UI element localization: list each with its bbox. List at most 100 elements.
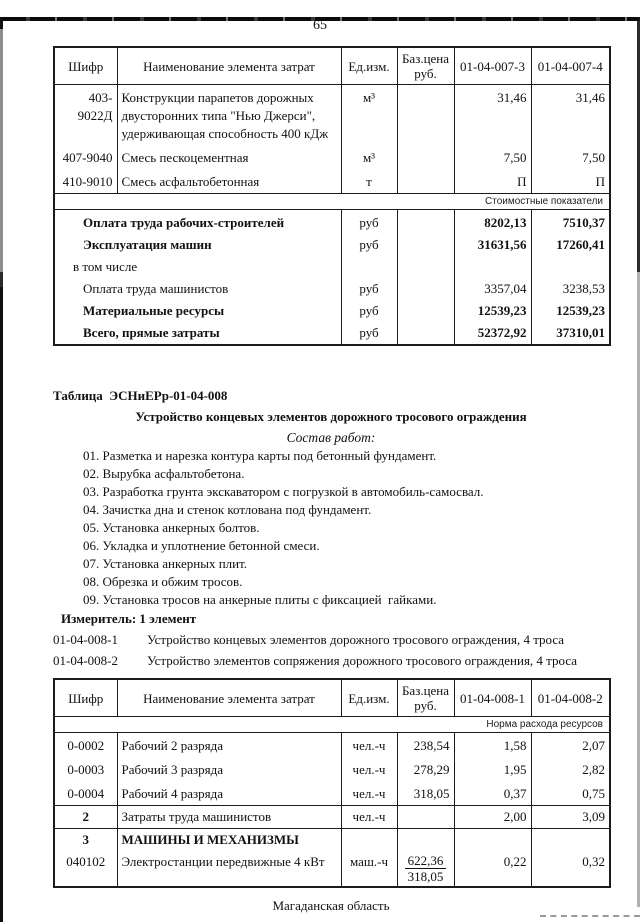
section-title: Устройство концевых элементов дорожного … (135, 409, 527, 424)
table-row: Материальные ресурсы руб 12539,23 12539,… (53, 300, 611, 322)
table-row: Всего, прямые затраты руб 52372,92 37310… (53, 322, 611, 345)
cell-value-1: 7,50 (453, 145, 532, 169)
cell-value-2: 31,46 (530, 84, 611, 145)
col-header-name: Наименование элемента затрат (116, 679, 342, 717)
variant-line: 01-04-008-2 Устройство элементов сопряже… (53, 652, 609, 670)
table-row: 2 Затраты труда машинистов чел.-ч 2,00 3… (53, 805, 611, 829)
work-item: 04. Зачистка дна и стенок котлована под … (83, 502, 372, 517)
cell-unit: м³ (340, 84, 398, 145)
table-01-04-007: Шифр Наименование элемента затрат Ед.изм… (53, 46, 611, 346)
cell-value-2: 7,50 (530, 145, 611, 169)
cell-code: 3 (53, 828, 118, 851)
cell-baseprice (396, 145, 455, 169)
section-label-row: Стоимостные показатели (53, 193, 611, 210)
cell-baseprice: 318,05 (396, 781, 455, 806)
table-row: Эксплуатация машин руб 31631,56 17260,41 (53, 234, 611, 256)
col-header-shifr: Шифр (53, 679, 118, 717)
table-row: 0-0003 Рабочий 3 разряда чел.-ч 278,29 1… (53, 757, 611, 781)
cell-value-2 (530, 256, 611, 278)
cell-baseprice: 278,29 (396, 757, 455, 781)
col-header-unit: Ед.изм. (340, 47, 398, 85)
cell-baseprice (396, 300, 455, 322)
cell-unit (340, 828, 398, 851)
cell-name: Всего, прямые затраты (53, 322, 342, 345)
table-01-04-008: Шифр Наименование элемента затрат Ед.изм… (53, 678, 611, 888)
col-header-008-1: 01-04-008-1 (453, 679, 532, 717)
cell-value-2: 12539,23 (530, 300, 611, 322)
cell-name: Рабочий 2 разряда (116, 732, 342, 757)
region-footer: Магаданская область (272, 898, 390, 913)
table-row: 040102 Электростанции передвижные 4 кВт … (53, 851, 611, 887)
cell-value-2: 3238,53 (530, 278, 611, 300)
cell-name: Рабочий 3 разряда (116, 757, 342, 781)
work-item: 01. Разметка и нарезка контура карты под… (83, 448, 437, 463)
cell-code: 0-0002 (53, 732, 118, 757)
cell-value-1 (453, 828, 532, 851)
cell-baseprice (396, 805, 455, 829)
cell-unit (340, 256, 398, 278)
col-header-007-4: 01-04-007-4 (530, 47, 611, 85)
table-row: в том числе (53, 256, 611, 278)
work-item: 05. Установка анкерных болтов. (83, 520, 260, 535)
work-item: 07. Установка анкерных плит. (83, 556, 248, 571)
col-header-baseprice: Баз.цена руб. (396, 679, 455, 717)
cell-value-2: 37310,01 (530, 322, 611, 345)
price-fraction: 622,36 318,05 (404, 853, 447, 884)
table-row: 403-9022Д Конструкции парапетов дорожных… (53, 84, 611, 145)
cell-value-1: 1,95 (453, 757, 532, 781)
cell-name: Электростанции передвижные 4 кВт (116, 851, 342, 887)
cell-unit: т (340, 169, 398, 194)
cell-value-2: 0,75 (530, 781, 611, 806)
scan-artifact-left-edge (0, 17, 3, 922)
section-label: Стоимостные показатели (53, 193, 611, 210)
variant-code: 01-04-008-1 (53, 632, 118, 647)
cell-baseprice (396, 278, 455, 300)
cell-code: 410-9010 (53, 169, 118, 194)
variant-line: 01-04-008-1 Устройство концевых элементо… (53, 631, 609, 649)
cell-code: 2 (53, 805, 118, 829)
cell-unit: руб (340, 300, 398, 322)
variant-desc: Устройство концевых элементов дорожного … (147, 632, 565, 647)
work-item: 09. Установка тросов на анкерные плиты с… (83, 592, 437, 607)
cell-unit: руб (340, 209, 398, 234)
cell-value-1: 31631,56 (453, 234, 532, 256)
cell-value-2: 3,09 (530, 805, 611, 829)
cell-value-2: П (530, 169, 611, 194)
work-item: 03. Разработка грунта экскаватором с пог… (83, 484, 484, 499)
table-row: 407-9040 Смесь пескоцементная м³ 7,50 7,… (53, 145, 611, 169)
cell-name: Конструкции парапетов дорожных двусторон… (116, 84, 342, 145)
cell-unit: чел.-ч (340, 732, 398, 757)
cell-code: 403-9022Д (53, 84, 118, 145)
scan-artifact-right-edge (637, 17, 640, 907)
section-label: Норма расхода ресурсов (53, 716, 611, 733)
cell-code: 407-9040 (53, 145, 118, 169)
cell-name: Затраты труда машинистов (116, 805, 342, 829)
cell-value-1 (453, 256, 532, 278)
col-header-007-3: 01-04-007-3 (453, 47, 532, 85)
scan-artifact-bottom-right (540, 915, 640, 917)
table-row: 0-0002 Рабочий 2 разряда чел.-ч 238,54 1… (53, 732, 611, 757)
cell-name: МАШИНЫ И МЕХАНИЗМЫ (116, 828, 342, 851)
col-header-baseprice: Баз.цена руб. (396, 47, 455, 85)
cell-name: Рабочий 4 разряда (116, 781, 342, 806)
table-row: 0-0004 Рабочий 4 разряда чел.-ч 318,05 0… (53, 781, 611, 806)
cell-unit: чел.-ч (340, 757, 398, 781)
cell-value-1: 0,37 (453, 781, 532, 806)
cell-value-1: 12539,23 (453, 300, 532, 322)
cell-name: Эксплуатация машин (53, 234, 342, 256)
variant-code: 01-04-008-2 (53, 653, 118, 668)
fraction-denominator: 318,05 (407, 869, 444, 884)
table2-header-row: Шифр Наименование элемента затрат Ед.изм… (53, 679, 611, 717)
cell-baseprice (396, 256, 455, 278)
table-label: Таблица ЭСНиЕРр-01-04-008 (53, 388, 228, 403)
cell-baseprice (396, 322, 455, 345)
col-header-name: Наименование элемента затрат (116, 47, 342, 85)
cell-unit: чел.-ч (340, 781, 398, 806)
cell-unit: м³ (340, 145, 398, 169)
cell-value-1: 1,58 (453, 732, 532, 757)
cell-value-1: 2,00 (453, 805, 532, 829)
work-item: 02. Вырубка асфальтобетона. (83, 466, 245, 481)
cell-name: Материальные ресурсы (53, 300, 342, 322)
cell-baseprice (396, 828, 455, 851)
page-number: 65 (313, 18, 327, 33)
